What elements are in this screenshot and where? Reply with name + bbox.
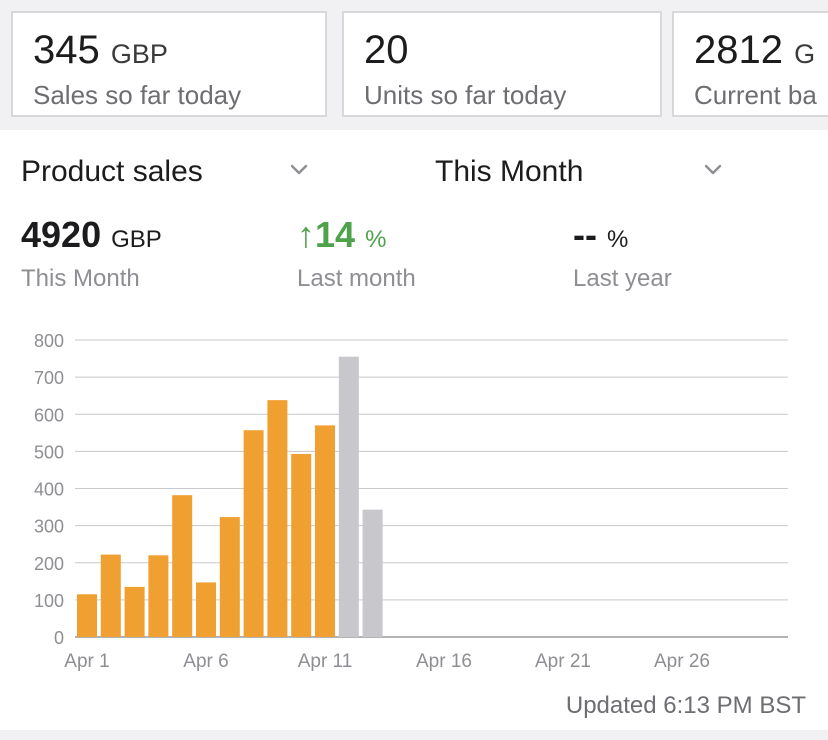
units-today-card[interactable]: 20 Units so far today [342,11,662,117]
sales-today-caption: Sales so far today [33,80,242,110]
sales-panel: Product sales This Month 4920 GBP This M… [0,130,828,730]
chevron-down-icon [704,164,722,175]
stat-last-month-value: ↑14 % [297,214,387,255]
current-balance-caption: Current ba [694,80,817,110]
y-tick-label: 100 [34,591,64,611]
y-tick-label: 800 [34,331,64,351]
period-select[interactable]: This Month [435,152,735,192]
x-tick-label: Apr 16 [416,651,472,672]
metric-select-label: Product sales [21,155,203,188]
bar [362,509,383,637]
summary-cards: 345 GBP Sales so far today 20 Units so f… [0,0,828,130]
bar [124,586,145,637]
metric-select[interactable]: Product sales [21,152,321,192]
stat-this-month: 4920 GBP This Month [21,214,162,293]
x-tick-label: Apr 11 [298,651,353,672]
stat-this-month-caption: This Month [21,265,140,292]
sales-today-card[interactable]: 345 GBP Sales so far today [11,11,327,117]
current-balance-card[interactable]: 2812 G Current ba [672,11,828,117]
stat-last-month: ↑14 % Last month [297,214,416,293]
y-tick-label: 200 [34,554,64,574]
y-tick-label: 0 [54,628,64,648]
current-balance-value: 2812 G [694,28,816,72]
y-tick-label: 400 [34,480,64,500]
x-tick-label: Apr 21 [535,651,591,672]
stat-last-year-value: -- % [573,214,629,255]
bar [148,555,169,637]
bar [196,582,216,637]
updated-timestamp: Updated 6:13 PM BST [565,692,806,719]
units-today-caption: Units so far today [364,80,567,110]
bar [243,430,264,637]
bar [100,554,121,637]
x-tick-label: Apr 26 [654,651,710,672]
bar [291,453,312,637]
x-tick-label: Apr 1 [64,651,109,672]
bar [172,495,193,637]
bar [338,356,359,637]
bar [267,400,288,637]
stat-last-year: -- % Last year [573,214,672,293]
chevron-down-icon [290,164,308,175]
sales-today-value: 345 GBP [33,28,168,72]
y-tick-label: 300 [34,517,64,537]
stat-last-year-caption: Last year [573,265,672,292]
y-tick-label: 600 [34,405,64,425]
sales-bar-chart: 0 100 200 300 400 500 600 700 800 Apr 1 Apr 6 Apr 1… [34,331,788,672]
y-tick-label: 500 [34,442,64,462]
stat-this-month-value: 4920 GBP [21,214,162,255]
stat-last-month-caption: Last month [297,265,416,292]
period-select-label: This Month [435,155,584,188]
bar [315,425,335,637]
units-today-value: 20 [364,28,409,72]
arrow-up-icon: ↑ [297,214,315,255]
bar [219,517,240,637]
bar [77,594,97,637]
y-tick-label: 700 [34,368,64,388]
x-tick-label: Apr 6 [183,651,228,672]
